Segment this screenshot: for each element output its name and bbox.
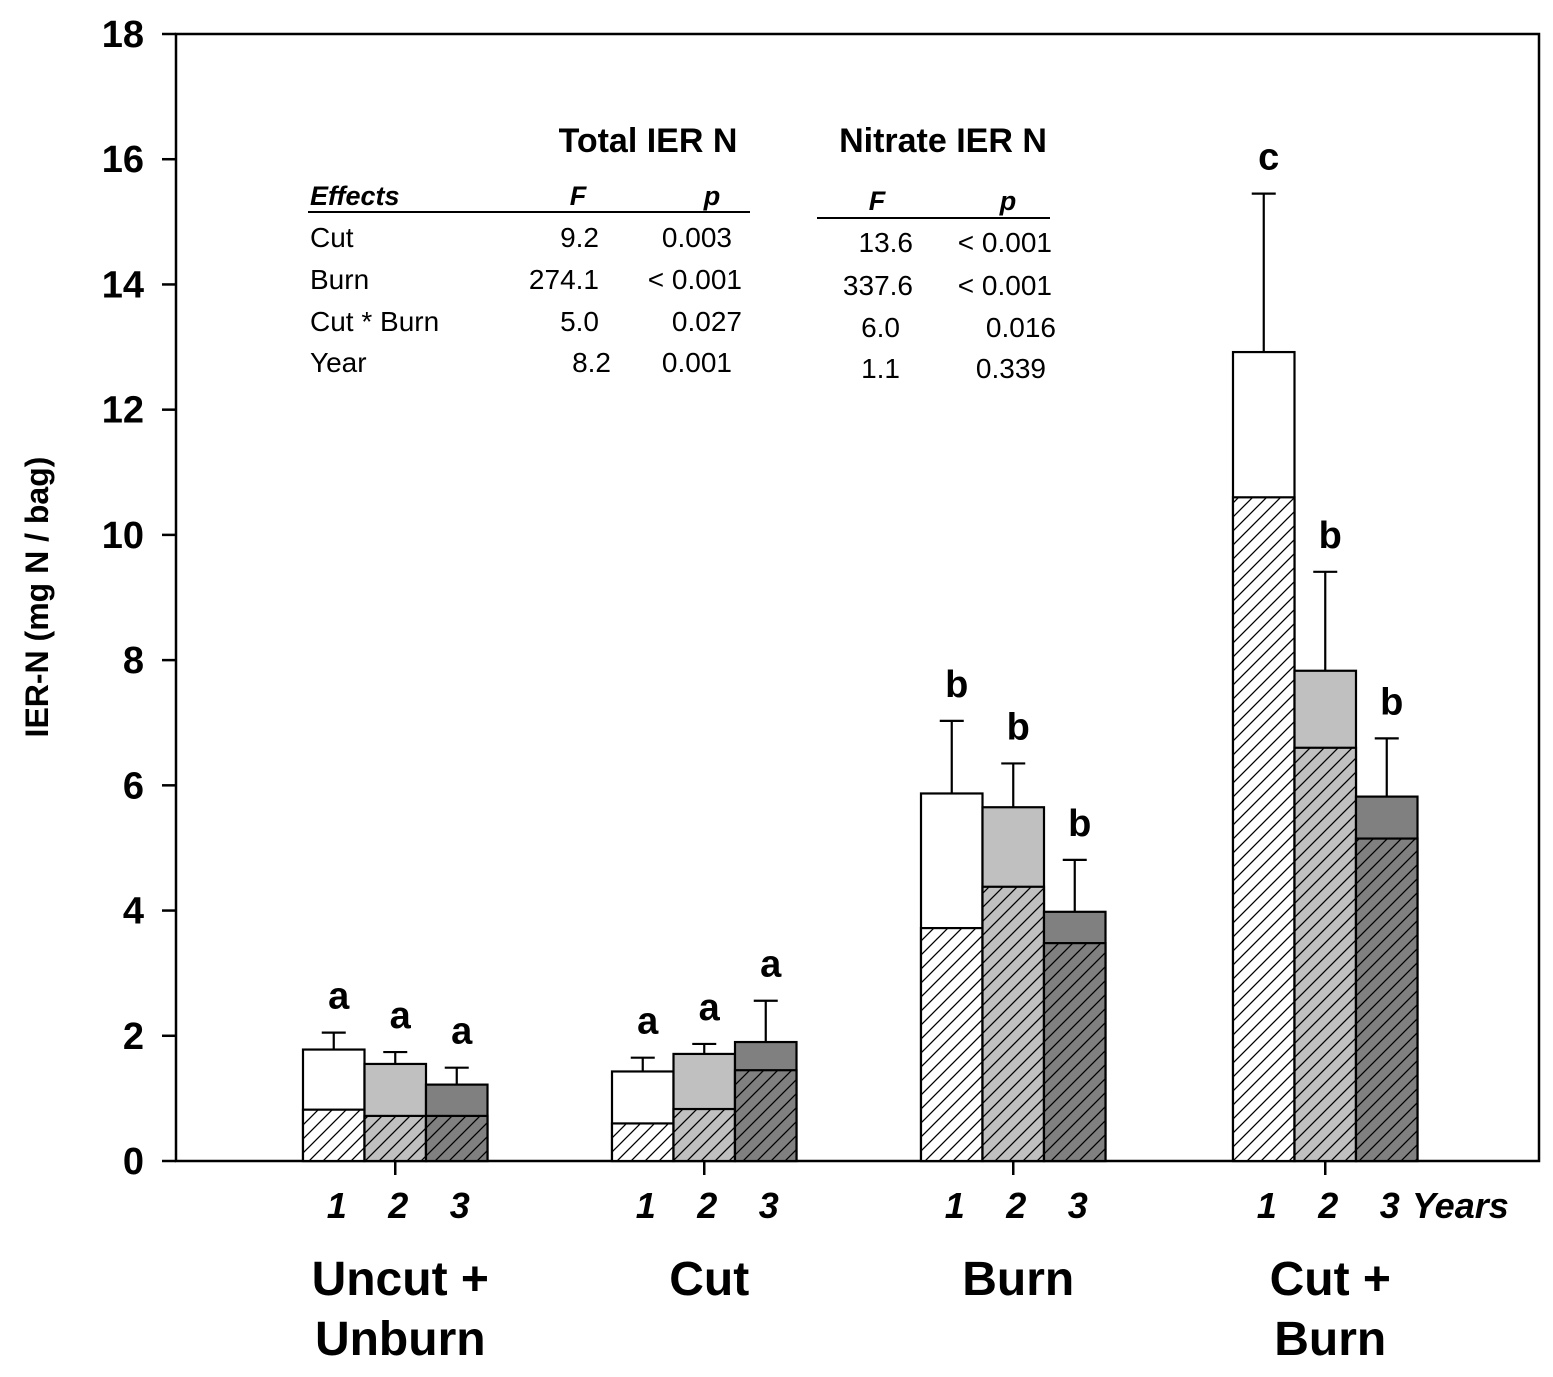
- table-subheader-nitrate-p: p: [999, 186, 1017, 216]
- table-cell-total-f: 5.0: [560, 306, 599, 337]
- year-label: 3: [1380, 1185, 1400, 1226]
- y-tick-label: 4: [123, 891, 144, 933]
- bar-nitrate: [363, 1114, 428, 1163]
- significance-letter: b: [1068, 803, 1091, 845]
- table-subheader-effects: Effects: [310, 181, 400, 211]
- bar-nitrate: [672, 1107, 737, 1163]
- significance-letter: c: [1258, 137, 1279, 179]
- group-label-line: Uncut +: [312, 1253, 489, 1306]
- anova-table: Total IER N Nitrate IER N Effects F p F …: [308, 122, 1056, 384]
- year-label: 2: [696, 1185, 717, 1226]
- y-tick-label: 6: [123, 765, 144, 807]
- y-axis-label: IER-N (mg N / bag): [19, 457, 55, 738]
- significance-letter: b: [1380, 681, 1403, 723]
- group-label-line: Burn: [962, 1253, 1074, 1306]
- table-cell-total-p: < 0.001: [648, 264, 742, 295]
- table-cell-total-f: 9.2: [560, 222, 599, 253]
- table-subheader-total-p: p: [703, 181, 721, 211]
- y-tick-label: 18: [102, 14, 144, 56]
- y-tick-label: 10: [102, 515, 144, 557]
- table-cell-nitrate-f: 1.1: [861, 353, 900, 384]
- group-label-line: Unburn: [315, 1313, 486, 1366]
- bar-nitrate: [919, 926, 984, 1163]
- table-cell-total-f: 274.1: [529, 264, 599, 295]
- significance-letter: a: [451, 1011, 473, 1053]
- bar-nitrate: [301, 1108, 366, 1163]
- y-tick-label: 14: [102, 264, 144, 306]
- group-label: Cut + Burn: [1270, 1253, 1391, 1366]
- bar-nitrate: [1042, 942, 1107, 1163]
- year-label: 3: [450, 1185, 470, 1226]
- group-label-line: Cut: [669, 1253, 749, 1306]
- significance-letter: a: [637, 1001, 659, 1043]
- significance-letter: a: [699, 987, 721, 1029]
- bar-nitrate: [981, 885, 1046, 1163]
- year-label: 3: [759, 1185, 779, 1226]
- table-row-effect: Year: [310, 347, 367, 378]
- table-cell-nitrate-p: 0.339: [976, 353, 1046, 384]
- table-row-effect: Cut: [310, 222, 354, 253]
- table-subheader-nitrate-f: F: [869, 186, 887, 216]
- significance-letter: b: [1319, 515, 1342, 557]
- year-label: 2: [387, 1185, 408, 1226]
- table-cell-nitrate-p: < 0.001: [958, 270, 1052, 301]
- y-tick-label: 16: [102, 139, 144, 181]
- years-suffix-label: Years: [1412, 1185, 1509, 1226]
- plot-frame: [174, 32, 1541, 1163]
- group-label: Uncut + Unburn: [312, 1253, 489, 1366]
- table-cell-total-f: 8.2: [572, 347, 611, 378]
- bar-nitrate: [1354, 837, 1419, 1163]
- table-cell-total-p: 0.027: [672, 306, 742, 337]
- table-cell-total-p: 0.003: [662, 222, 732, 253]
- bar-nitrate: [1293, 746, 1358, 1163]
- table-row-effect: Cut * Burn: [310, 306, 439, 337]
- year-label: 2: [1317, 1185, 1338, 1226]
- significance-letter: a: [390, 995, 412, 1037]
- table-subheader-total-f: F: [570, 181, 588, 211]
- year-label: 1: [327, 1185, 347, 1226]
- bar-nitrate: [610, 1122, 675, 1163]
- table-cell-nitrate-f: 337.6: [843, 270, 913, 301]
- table-cell-nitrate-p: < 0.001: [958, 227, 1052, 258]
- table-cell-nitrate-p: 0.016: [986, 312, 1056, 343]
- year-label: 3: [1068, 1185, 1088, 1226]
- year-label: 2: [1005, 1185, 1026, 1226]
- table-cell-nitrate-f: 6.0: [861, 312, 900, 343]
- y-tick-label: 0: [123, 1141, 144, 1183]
- significance-letter: b: [945, 664, 968, 706]
- table-row-effect: Burn: [310, 264, 369, 295]
- y-axis-ticks: 0 2 4 6 8 10 12 14 16 18: [102, 14, 176, 1183]
- group-label: Cut: [669, 1253, 749, 1306]
- group-label: Burn: [962, 1253, 1074, 1306]
- table-header-nitrate: Nitrate IER N: [839, 122, 1047, 160]
- table-cell-nitrate-f: 13.6: [859, 227, 914, 258]
- bar-nitrate: [424, 1114, 489, 1163]
- year-label: 1: [636, 1185, 656, 1226]
- y-tick-label: 2: [123, 1016, 144, 1058]
- group-label-line: Cut +: [1270, 1253, 1391, 1306]
- table-cell-total-p: 0.001: [662, 347, 732, 378]
- year-label: 1: [945, 1185, 965, 1226]
- significance-letter: b: [1007, 706, 1030, 748]
- significance-letter: a: [760, 944, 782, 986]
- year-label: 1: [1257, 1185, 1277, 1226]
- y-tick-label: 12: [102, 390, 144, 432]
- group-label-line: Burn: [1274, 1313, 1386, 1366]
- y-tick-label: 8: [123, 640, 144, 682]
- significance-letter: a: [328, 976, 350, 1018]
- table-header-total: Total IER N: [559, 122, 738, 160]
- bar-nitrate: [733, 1069, 798, 1163]
- bar-nitrate: [1231, 496, 1296, 1163]
